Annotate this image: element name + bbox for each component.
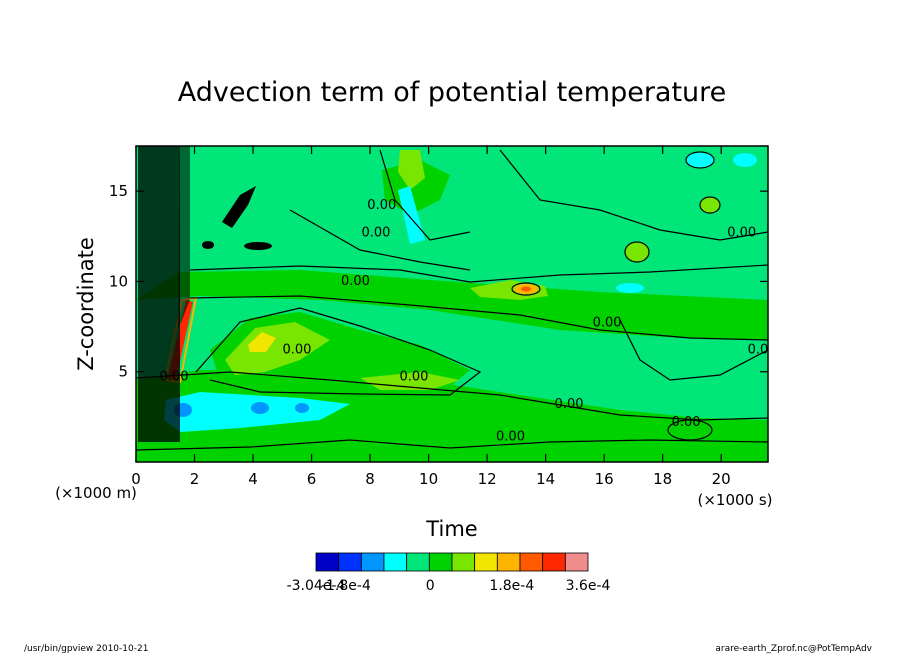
- contour-region: [686, 152, 714, 168]
- contour-region: [225, 322, 330, 375]
- x-tick-label: 16: [595, 470, 614, 488]
- colorbar-tick-label: 0: [426, 578, 435, 594]
- colorbar-segment: [315, 552, 340, 572]
- x-tick-label: 14: [536, 470, 555, 488]
- contour-label: 0.00: [282, 343, 311, 358]
- colorbar-segment: [428, 552, 453, 572]
- x-tick-label: 8: [365, 470, 375, 488]
- colorbar-segment: [519, 552, 544, 572]
- contour-region: [521, 286, 531, 292]
- contour-label: 0.00: [727, 225, 756, 240]
- contour-region: [616, 283, 644, 293]
- y-axis-label: Z-coordinate: [74, 237, 98, 371]
- heatmap-field: 0.00 0.00 0.00 0.00 0.00 0.00 0.00 0.00 0.00 0.00…: [136, 146, 777, 462]
- colorbar-tick-labels: -3.04e-4-1.8e-4 0 1.8e-4 3.6e-4: [287, 578, 611, 594]
- colorbar-segment: [496, 552, 521, 572]
- colorbar: [315, 552, 589, 572]
- contour-region: [251, 402, 269, 414]
- x-axis-label: Time: [425, 517, 477, 541]
- x-tick-label: 0: [131, 470, 141, 488]
- y-axis: 5 10 15: [109, 182, 768, 381]
- contour-lines: [136, 149, 768, 451]
- y-tick-label: 5: [118, 363, 128, 381]
- x-axis: 0 2 4 6 8 10 12 14 16 18 20: [131, 146, 731, 488]
- y-tick-label: 15: [109, 182, 128, 200]
- contour-label: 0.00: [748, 343, 777, 358]
- footer-right: arare-earth_Zprof.nc@PotTempAdv: [715, 644, 872, 654]
- contour-label: 0.00: [496, 429, 525, 444]
- x-tick-label: 6: [307, 470, 317, 488]
- dense-contours: [138, 146, 180, 442]
- contour-region: [248, 332, 276, 352]
- colorbar-segment: [542, 552, 566, 572]
- colorbar-segment: [474, 552, 498, 572]
- contour-region: [136, 270, 768, 340]
- colorbar-tick-label: -3.04e-4: [287, 578, 346, 594]
- contour-region: [295, 403, 309, 413]
- x-tick-label: 18: [653, 470, 672, 488]
- y-unit-label: (×1000 m): [55, 484, 137, 502]
- contour-label: 0.00: [341, 274, 370, 289]
- x-tick-label: 4: [248, 470, 258, 488]
- contour-label: 0.00: [399, 370, 428, 385]
- y-tick-label: 10: [109, 272, 128, 290]
- contour-label: 0.00: [593, 316, 622, 331]
- colorbar-tick-label: 1.8e-4: [489, 578, 534, 594]
- contour-region: [360, 372, 460, 390]
- contour-region: [398, 186, 425, 244]
- dark-blobs: [202, 186, 272, 250]
- contour-label: 0.00: [672, 415, 701, 430]
- contour-region: [382, 160, 450, 215]
- plot-frame: [135, 145, 769, 463]
- contour-label: 0.00: [160, 370, 189, 385]
- contour-label: 0.00: [361, 225, 390, 240]
- x-tick-label: 12: [478, 470, 497, 488]
- contour-region: [398, 150, 425, 190]
- colorbar-tick-label: 3.6e-4: [566, 578, 611, 594]
- colorbar-segment: [451, 552, 476, 572]
- colorbar-tick-label: -1.8e-4: [321, 578, 371, 594]
- contour-region: [733, 153, 757, 167]
- x-tick-label: 2: [190, 470, 200, 488]
- x-unit-label: (×1000 s): [697, 491, 772, 509]
- footer-left: /usr/bin/gpview 2010-10-21: [24, 644, 148, 654]
- x-tick-label: 20: [712, 470, 731, 488]
- contour-label: 0.00: [367, 198, 396, 213]
- colorbar-segment: [564, 552, 589, 572]
- dense-contours: [178, 146, 190, 330]
- contour-region: [625, 242, 649, 262]
- colorbar-segment: [360, 552, 385, 572]
- contour-region: [700, 197, 720, 213]
- contour-label: 0.00: [555, 397, 584, 412]
- colorbar-segment: [406, 552, 430, 572]
- colorbar-segment: [383, 552, 408, 572]
- colorbar-segment: [338, 552, 362, 572]
- x-tick-label: 10: [419, 470, 438, 488]
- chart-title: Advection term of potential temperature: [178, 77, 727, 108]
